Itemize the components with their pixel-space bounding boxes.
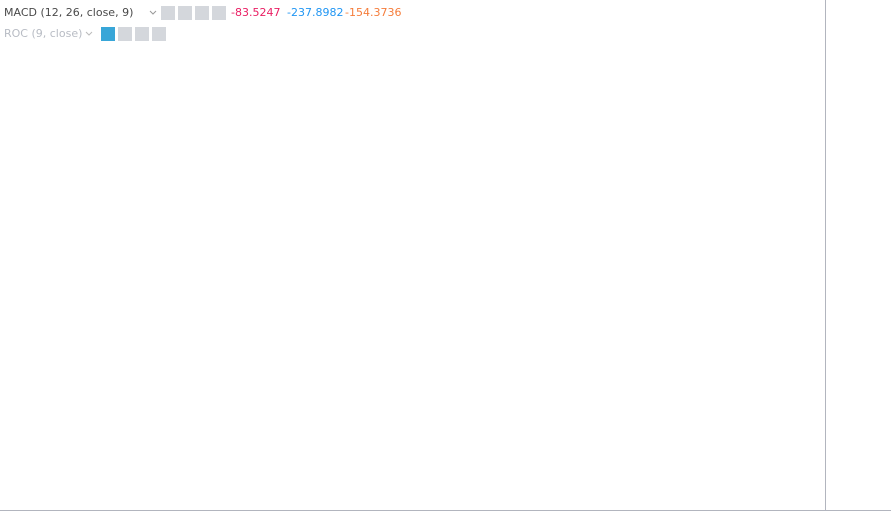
more-button[interactable] — [135, 27, 149, 41]
histogram-value: -83.5247 — [231, 6, 280, 19]
legend: MACD (12, 26, close, 9) -83.5247 -237.89… — [4, 6, 401, 41]
more-button[interactable] — [195, 6, 209, 20]
visibility-button[interactable] — [161, 6, 175, 20]
remove-button[interactable] — [152, 27, 166, 41]
secondary-indicator-title: ROC (9, close) — [4, 27, 82, 40]
dropdown-icon[interactable] — [85, 31, 93, 36]
settings-button[interactable] — [178, 6, 192, 20]
signal-value: -154.3736 — [345, 6, 401, 19]
indicator-title: MACD (12, 26, close, 9) — [4, 6, 133, 19]
dropdown-icon[interactable] — [149, 10, 157, 15]
settings-button[interactable] — [118, 27, 132, 41]
macd-value: -237.8982 — [287, 6, 343, 19]
visibility-button[interactable] — [101, 27, 115, 41]
remove-button[interactable] — [212, 6, 226, 20]
